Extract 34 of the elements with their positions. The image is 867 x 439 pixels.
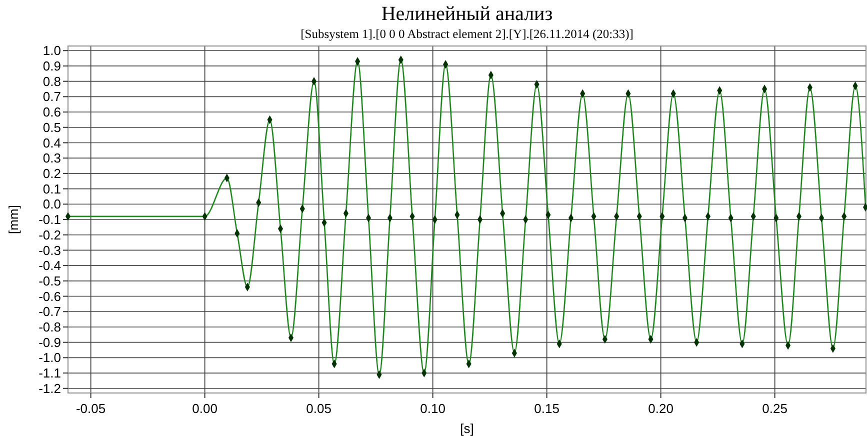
x-tick-label: 0.00 bbox=[192, 401, 218, 416]
x-tick-label: 0.10 bbox=[420, 401, 446, 416]
y-tick-label: 0.8 bbox=[42, 74, 61, 89]
y-tick-label: -0.6 bbox=[38, 288, 61, 304]
y-tick-label: -0.8 bbox=[38, 320, 61, 335]
x-tick-label: 0.25 bbox=[762, 401, 788, 416]
y-tick-label: 0.0 bbox=[42, 196, 61, 212]
y-tick-label: -0.7 bbox=[38, 304, 61, 320]
x-tick-label: 0.20 bbox=[648, 401, 674, 416]
y-tick-label: 0.3 bbox=[42, 150, 61, 166]
y-tick-label: 0.9 bbox=[42, 58, 61, 74]
y-tick-label: -1.1 bbox=[38, 366, 61, 381]
y-tick-label: -0.4 bbox=[38, 258, 61, 274]
y-tick-label: -0.5 bbox=[38, 273, 61, 288]
y-tick-label: 0.7 bbox=[42, 89, 61, 104]
y-tick-label: -0.3 bbox=[38, 242, 61, 258]
y-tick-label: 0.6 bbox=[42, 104, 61, 120]
y-tick-label: 1.0 bbox=[42, 43, 61, 58]
y-tick-label: -0.9 bbox=[38, 334, 61, 350]
chart-title: Нелинейный анализ bbox=[381, 3, 553, 25]
x-tick-label: -0.05 bbox=[76, 401, 106, 416]
y-axis-title: [mm] bbox=[6, 205, 21, 234]
y-tick-label: -1.2 bbox=[38, 380, 61, 396]
y-tick-label: 0.5 bbox=[42, 120, 61, 135]
x-axis-title: [s] bbox=[460, 421, 474, 436]
y-tick-label: 0.1 bbox=[42, 181, 61, 196]
x-tick-label: 0.05 bbox=[306, 401, 332, 416]
y-tick-label: -0.2 bbox=[38, 227, 61, 242]
y-tick-label: 0.2 bbox=[42, 166, 61, 181]
y-tick-label: -1.0 bbox=[38, 350, 61, 366]
y-tick-label: -0.1 bbox=[38, 212, 61, 228]
chart-subtitle: [Subsystem 1].[0 0 0 Abstract element 2].[Y].[26.11.2014 (20:33)] bbox=[300, 27, 634, 41]
y-tick-label: 0.4 bbox=[42, 135, 61, 150]
x-tick-label: 0.15 bbox=[534, 401, 560, 416]
